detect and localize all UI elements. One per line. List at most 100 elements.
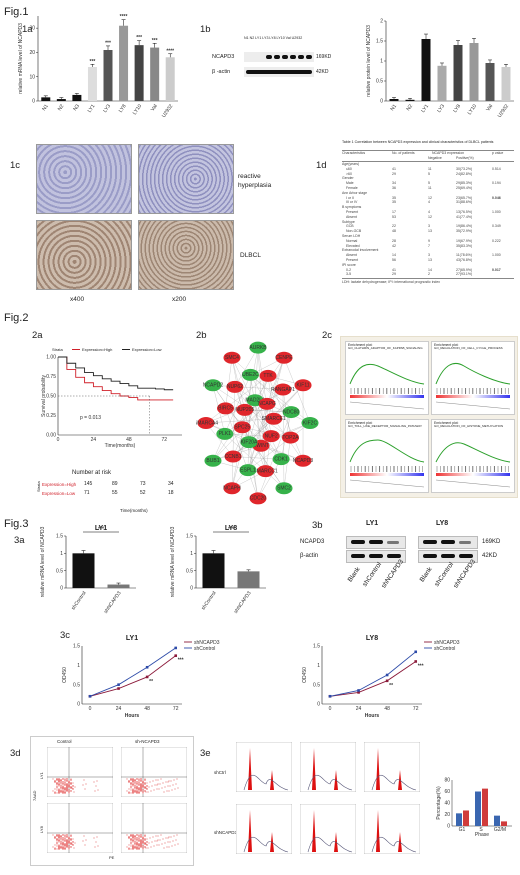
event-dot [132, 845, 134, 847]
network-node: TTK [259, 369, 277, 382]
event-dot [138, 837, 140, 839]
event-dot [163, 847, 165, 849]
event-dot [136, 846, 138, 848]
event-dot [132, 792, 134, 794]
table-cell: 48 [392, 229, 396, 234]
event-dot [70, 846, 72, 848]
event-dot [62, 844, 64, 846]
event-dot [136, 787, 138, 789]
y-tick-label: 0.5 [186, 568, 193, 574]
g1-peak [244, 748, 288, 790]
legend-label: shNCAPD3 [194, 640, 220, 646]
table-cell: Absent [346, 214, 357, 219]
x-tick-label: 0 [329, 706, 332, 712]
event-dot [172, 784, 174, 786]
event-dot [66, 836, 68, 838]
table-cell: Non-GCB [346, 229, 362, 234]
event-dot [130, 848, 132, 850]
event-dot [153, 789, 155, 791]
event-dot [140, 842, 142, 844]
x-tick-label: 0 [89, 706, 92, 712]
series-line-shControl [329, 651, 416, 697]
network-node: SMARCE1 [262, 412, 286, 425]
event-dot [68, 841, 70, 843]
event-dot [138, 840, 140, 842]
event-dot [68, 784, 70, 786]
event-dot [73, 847, 75, 849]
network-node-label: KIF11 [297, 383, 310, 389]
table-cell: 27(93.1%) [456, 272, 473, 277]
event-dot [60, 845, 62, 847]
event-dot [136, 786, 138, 788]
gsea-title: GO_REGULATION_OF_CELL_CYCLE_PROCESS [434, 346, 503, 350]
x-axis-label: Hours [365, 713, 380, 719]
network-node-circle [226, 380, 244, 393]
event-dot [60, 781, 62, 783]
network-node-label: KIF2C [303, 420, 318, 426]
network-node-label: NCAPD3 [293, 458, 314, 464]
event-dot [66, 780, 68, 782]
event-dot [64, 783, 66, 785]
event-dot [64, 844, 66, 846]
gsea-header: Enrichment plot: [348, 343, 373, 347]
network-edge [212, 374, 251, 461]
table-cell: 11 [428, 186, 432, 190]
table-cell: 2 [428, 272, 430, 277]
y-tick-label: 1 [77, 663, 80, 669]
event-dot [60, 782, 62, 784]
table-cell: 0-2 [346, 267, 352, 272]
event-dot [66, 843, 68, 845]
event-dot [54, 791, 56, 793]
cell-cycle-histogram [300, 804, 356, 854]
network-node-label: NUP205 [235, 407, 254, 413]
event-dot [66, 790, 68, 792]
risk-high-1: 89 [112, 481, 118, 487]
series-point [145, 665, 149, 669]
event-dot [138, 780, 140, 782]
network-node: RANGAP1 [271, 383, 295, 396]
network-node: CDC20 [249, 492, 267, 505]
event-dot [66, 785, 68, 787]
network-node-label: NUP62 [227, 384, 243, 390]
event-dot [70, 786, 72, 788]
series-line-shNCAPD3 [329, 661, 416, 697]
event-dot [132, 848, 134, 850]
s-phase-curve [371, 836, 417, 853]
table-cell: B symptoms [342, 205, 362, 210]
x-tick-label: G1 [459, 827, 466, 833]
event-dot [130, 840, 132, 842]
ihc-reactive-x200 [138, 144, 234, 214]
event-dot [130, 842, 132, 844]
chart-1a-mrna: 0 10 20 30 N1 N2 N3 *** LY1 *** LY3 **** LY8 *** LY10 *… [18, 14, 178, 119]
y-tick-label: 1 [190, 551, 193, 557]
y-tick-label: 1.5 [313, 644, 320, 650]
x-tick-label: 48 [126, 437, 132, 443]
risk-high-0: 145 [84, 481, 93, 487]
event-dot [66, 846, 68, 848]
network-node: KIF2C [301, 417, 319, 429]
table-row: III or IV 35 4 31(88.6%) [342, 200, 514, 205]
event-dot [56, 843, 58, 845]
network-node-label: SMARCA4 [196, 420, 218, 426]
event-dot [126, 790, 128, 792]
y-axis-label: Percentage(%) [436, 786, 442, 820]
event-dot [62, 787, 64, 789]
event-dot [140, 836, 142, 838]
network-2b: KIF2C NCAPD3 SMC2 CDC20 NCAPH BUB1 SMARCA4 NCAP… [196, 341, 319, 505]
event-dot [70, 842, 72, 844]
network-node-label: RANGAP1 [271, 387, 295, 393]
event-dot [128, 836, 130, 838]
event-dot [167, 781, 169, 783]
bar-Val [150, 47, 160, 101]
event-dot [126, 834, 128, 836]
panel-2a-label: 2a [32, 330, 43, 341]
y-tick-label: 0 [77, 702, 80, 708]
event-dot [138, 781, 140, 783]
event-dot [167, 841, 169, 843]
event-dot [130, 784, 132, 786]
event-dot [136, 837, 138, 839]
x-tick-label: N2 [57, 103, 66, 112]
event-dot [56, 784, 58, 786]
event-dot [54, 848, 56, 850]
gsea-title: GO_CLATHRIN_ADAPTOR_OF_KAPPAB_SIGNALING [348, 346, 423, 350]
